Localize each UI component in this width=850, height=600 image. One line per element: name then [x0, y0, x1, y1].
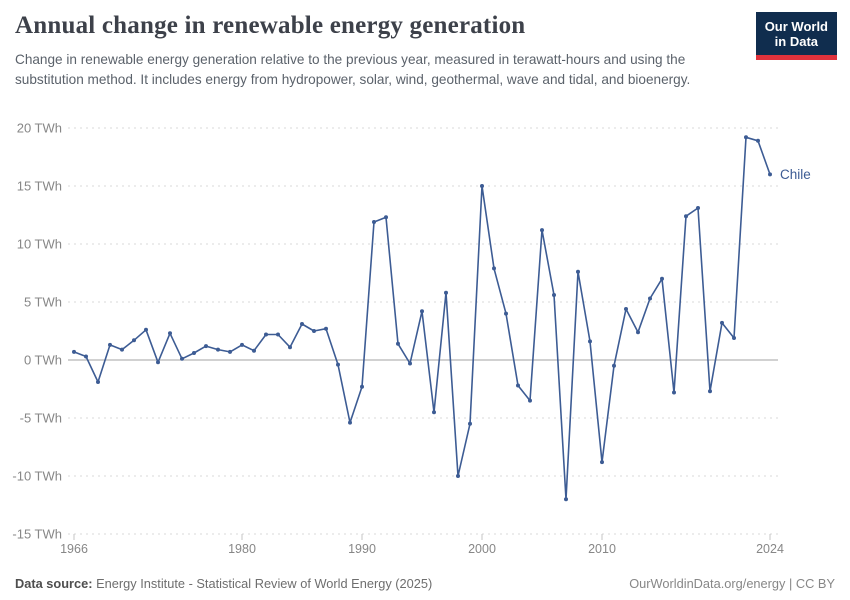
data-point[interactable]: [732, 336, 736, 340]
data-point[interactable]: [276, 332, 280, 337]
data-point[interactable]: [300, 322, 304, 326]
data-point[interactable]: [612, 363, 616, 368]
data-point[interactable]: [168, 331, 172, 336]
data-point[interactable]: [600, 460, 604, 465]
data-point[interactable]: [252, 348, 256, 353]
data-point[interactable]: [348, 420, 352, 425]
data-point[interactable]: [312, 329, 316, 333]
data-point[interactable]: [636, 330, 640, 335]
data-point[interactable]: [576, 269, 580, 274]
series-label-chile[interactable]: Chile: [780, 167, 811, 182]
owid-logo-line1: Our World: [764, 19, 828, 34]
data-point[interactable]: [432, 410, 436, 415]
data-point[interactable]: [420, 309, 424, 314]
x-axis-label: 1990: [348, 542, 376, 556]
y-axis-label: 0 TWh: [24, 353, 62, 368]
y-axis-label: -5 TWh: [20, 411, 62, 426]
data-point[interactable]: [684, 214, 688, 219]
data-point[interactable]: [672, 390, 676, 395]
y-axis-label: 5 TWh: [24, 295, 62, 310]
data-point[interactable]: [552, 293, 556, 297]
data-point[interactable]: [540, 228, 544, 233]
data-point[interactable]: [504, 311, 508, 316]
data-point[interactable]: [384, 215, 388, 220]
data-point[interactable]: [696, 206, 700, 210]
data-point[interactable]: [240, 342, 244, 347]
y-axis-label: 10 TWh: [17, 237, 62, 252]
data-point[interactable]: [180, 356, 184, 361]
data-point[interactable]: [648, 296, 652, 301]
data-point[interactable]: [492, 266, 496, 271]
data-point[interactable]: [480, 184, 484, 188]
data-point[interactable]: [528, 398, 532, 403]
footer-license-link[interactable]: OurWorldinData.org/energy | CC BY: [629, 576, 835, 591]
y-axis-label: -10 TWh: [12, 469, 62, 484]
data-point[interactable]: [192, 351, 196, 355]
data-point[interactable]: [516, 383, 520, 388]
data-point[interactable]: [660, 276, 664, 281]
data-point[interactable]: [720, 320, 724, 325]
x-axis-label: 1966: [60, 542, 88, 556]
x-axis-label: 2024: [756, 542, 784, 556]
data-point[interactable]: [744, 135, 748, 140]
data-point[interactable]: [468, 421, 472, 426]
x-axis-label: 1980: [228, 542, 256, 556]
data-point[interactable]: [84, 354, 88, 359]
chart-header: Annual change in renewable energy genera…: [15, 12, 750, 89]
data-point[interactable]: [336, 362, 340, 367]
y-axis-label: -15 TWh: [12, 527, 62, 542]
data-source: Data source: Energy Institute - Statisti…: [15, 576, 432, 591]
y-axis-label: 15 TWh: [17, 179, 62, 194]
data-point[interactable]: [120, 347, 124, 352]
data-point[interactable]: [228, 349, 232, 354]
data-point[interactable]: [588, 339, 592, 344]
data-point[interactable]: [132, 338, 136, 343]
data-point[interactable]: [624, 307, 628, 311]
data-point[interactable]: [564, 497, 568, 502]
data-point[interactable]: [756, 138, 760, 143]
data-point[interactable]: [408, 361, 412, 366]
data-point[interactable]: [144, 327, 148, 332]
data-point[interactable]: [108, 342, 112, 347]
chart-footer: Data source: Energy Institute - Statisti…: [15, 576, 835, 591]
data-point[interactable]: [156, 360, 160, 365]
data-point[interactable]: [708, 389, 712, 394]
data-point[interactable]: [768, 172, 772, 177]
data-point[interactable]: [456, 474, 460, 478]
data-point[interactable]: [96, 380, 100, 384]
x-axis-label: 2010: [588, 542, 616, 556]
y-axis-label: 20 TWh: [17, 121, 62, 136]
data-point[interactable]: [324, 326, 328, 331]
data-source-label: Data source:: [15, 576, 93, 591]
data-point[interactable]: [360, 384, 364, 389]
owid-logo-line2: in Data: [774, 34, 819, 50]
data-source-text: Energy Institute - Statistical Review of…: [96, 576, 433, 591]
data-point[interactable]: [396, 341, 400, 346]
data-point[interactable]: [288, 345, 292, 350]
data-point[interactable]: [264, 332, 268, 337]
series-chile[interactable]: [72, 135, 772, 502]
data-point[interactable]: [72, 349, 76, 354]
series-line[interactable]: [73, 136, 771, 501]
data-point[interactable]: [444, 290, 448, 295]
data-point[interactable]: [372, 220, 376, 224]
page-title: Annual change in renewable energy genera…: [15, 12, 526, 39]
owid-logo: Our World in Data: [755, 12, 837, 60]
data-point[interactable]: [204, 344, 208, 349]
chart-subtitle: Change in renewable energy generation re…: [15, 52, 691, 87]
data-point[interactable]: [216, 347, 220, 352]
x-axis-label: 2000: [468, 542, 496, 556]
